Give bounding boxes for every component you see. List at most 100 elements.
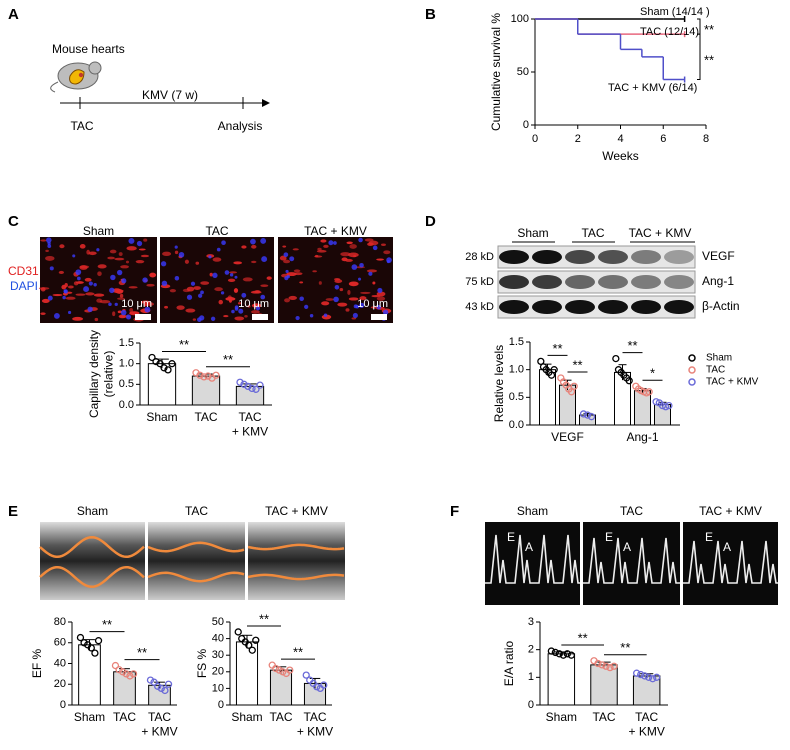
cd31-signal xyxy=(119,293,124,298)
data-point xyxy=(87,644,95,652)
dapi-signal xyxy=(108,302,112,306)
cd31-signal xyxy=(59,244,65,249)
data-point xyxy=(212,371,220,379)
data-point xyxy=(196,371,204,379)
significance-label: ** xyxy=(620,640,630,655)
cd31-signal xyxy=(72,316,84,321)
panel-label: C xyxy=(8,213,19,230)
blot-band xyxy=(664,250,694,264)
cd31-signal xyxy=(376,258,384,261)
x-tick-label: TAC xyxy=(194,410,217,424)
cd31-signal xyxy=(376,296,386,301)
dapi-signal xyxy=(110,274,116,281)
dapi-signal xyxy=(238,308,244,314)
dapi-signal xyxy=(144,306,151,313)
x-axis-label: Weeks xyxy=(602,149,638,163)
wall-trace xyxy=(247,543,345,551)
blot-band xyxy=(565,275,595,289)
cd31-signal xyxy=(88,251,97,256)
dapi-signal xyxy=(142,277,148,283)
stain-label: DAPI xyxy=(10,279,38,293)
data-point xyxy=(665,401,673,410)
bar xyxy=(191,375,221,406)
data-point xyxy=(76,633,85,642)
dapi-signal xyxy=(161,280,168,287)
cd31-signal xyxy=(376,291,386,297)
y-tick-label: 20 xyxy=(54,678,66,690)
data-point xyxy=(150,678,158,686)
y-tick-label: 0.0 xyxy=(119,399,134,411)
data-point xyxy=(567,651,575,659)
cd31-signal xyxy=(299,281,304,284)
legend-label: TAC xyxy=(706,365,725,376)
blot-band xyxy=(631,275,661,289)
dapi-signal xyxy=(376,304,382,310)
cd31-signal xyxy=(67,285,74,289)
scale-bar xyxy=(135,314,151,320)
cd31-signal xyxy=(349,244,357,249)
data-point xyxy=(563,650,571,658)
cd31-signal xyxy=(314,255,323,258)
x-tick-label: 8 xyxy=(703,133,709,145)
cd31-signal xyxy=(364,238,374,242)
blot-band xyxy=(664,300,694,314)
legend-label: Sham xyxy=(706,353,732,364)
data-point xyxy=(245,641,253,649)
cd31-signal xyxy=(345,308,350,312)
data-point xyxy=(602,662,610,670)
dapi-signal xyxy=(286,275,290,279)
dapi-signal xyxy=(83,286,90,293)
cd31-signal xyxy=(325,298,334,301)
dapi-signal xyxy=(174,245,178,249)
data-point xyxy=(594,659,602,668)
timeline-end: Analysis xyxy=(218,119,263,133)
data-point xyxy=(129,670,138,678)
scale-bar-label: 10 μm xyxy=(238,298,269,310)
dapi-signal xyxy=(221,240,226,246)
x-tick-label: TAC + KMV xyxy=(141,710,177,738)
cd31-signal xyxy=(193,286,201,290)
significance-label: ** xyxy=(552,341,562,356)
dapi-signal xyxy=(114,302,118,307)
data-point xyxy=(547,647,555,655)
group-label: TAC xyxy=(205,224,228,238)
data-point xyxy=(200,373,208,381)
dapi-signal xyxy=(125,314,132,320)
y-tick-label: 40 xyxy=(212,633,224,645)
dapi-signal xyxy=(255,306,261,311)
peak-label: E xyxy=(705,530,713,544)
cd31-signal xyxy=(174,250,179,255)
dapi-signal xyxy=(355,304,360,309)
data-point xyxy=(275,666,283,674)
blot-band xyxy=(598,275,628,289)
dapi-signal xyxy=(49,266,54,271)
y-tick-label: 0.5 xyxy=(119,378,134,390)
mouse-icon xyxy=(50,61,102,93)
cd31-signal xyxy=(323,244,329,248)
cd31-signal xyxy=(242,277,253,282)
cd31-signal xyxy=(75,293,86,296)
bar xyxy=(78,644,101,706)
dapi-signal xyxy=(351,264,358,270)
x-tick-label: 0 xyxy=(532,133,538,145)
band-size: 28 kD xyxy=(465,251,494,263)
doppler-trace xyxy=(485,534,580,584)
x-tick-label: Sham xyxy=(546,710,577,724)
cd31-signal xyxy=(84,277,92,282)
cd31-signal xyxy=(143,238,148,242)
dapi-signal xyxy=(87,306,93,312)
dapi-signal xyxy=(96,248,100,252)
panel-label: E xyxy=(8,503,18,520)
cd31-signal xyxy=(38,287,50,290)
cd31-signal xyxy=(45,249,49,253)
treatment-label: KMV (7 w) xyxy=(142,88,198,102)
blot-band xyxy=(598,250,628,264)
group-label: TAC + KMV xyxy=(304,224,367,238)
y-axis-label: Capillary density(relative) xyxy=(87,330,115,418)
dapi-signal xyxy=(250,238,256,245)
cd31-signal xyxy=(381,243,386,246)
microscopy-image xyxy=(40,237,157,323)
cd31-signal xyxy=(371,294,381,298)
legend-marker xyxy=(688,366,696,374)
x-tick-label: VEGF xyxy=(551,430,584,444)
